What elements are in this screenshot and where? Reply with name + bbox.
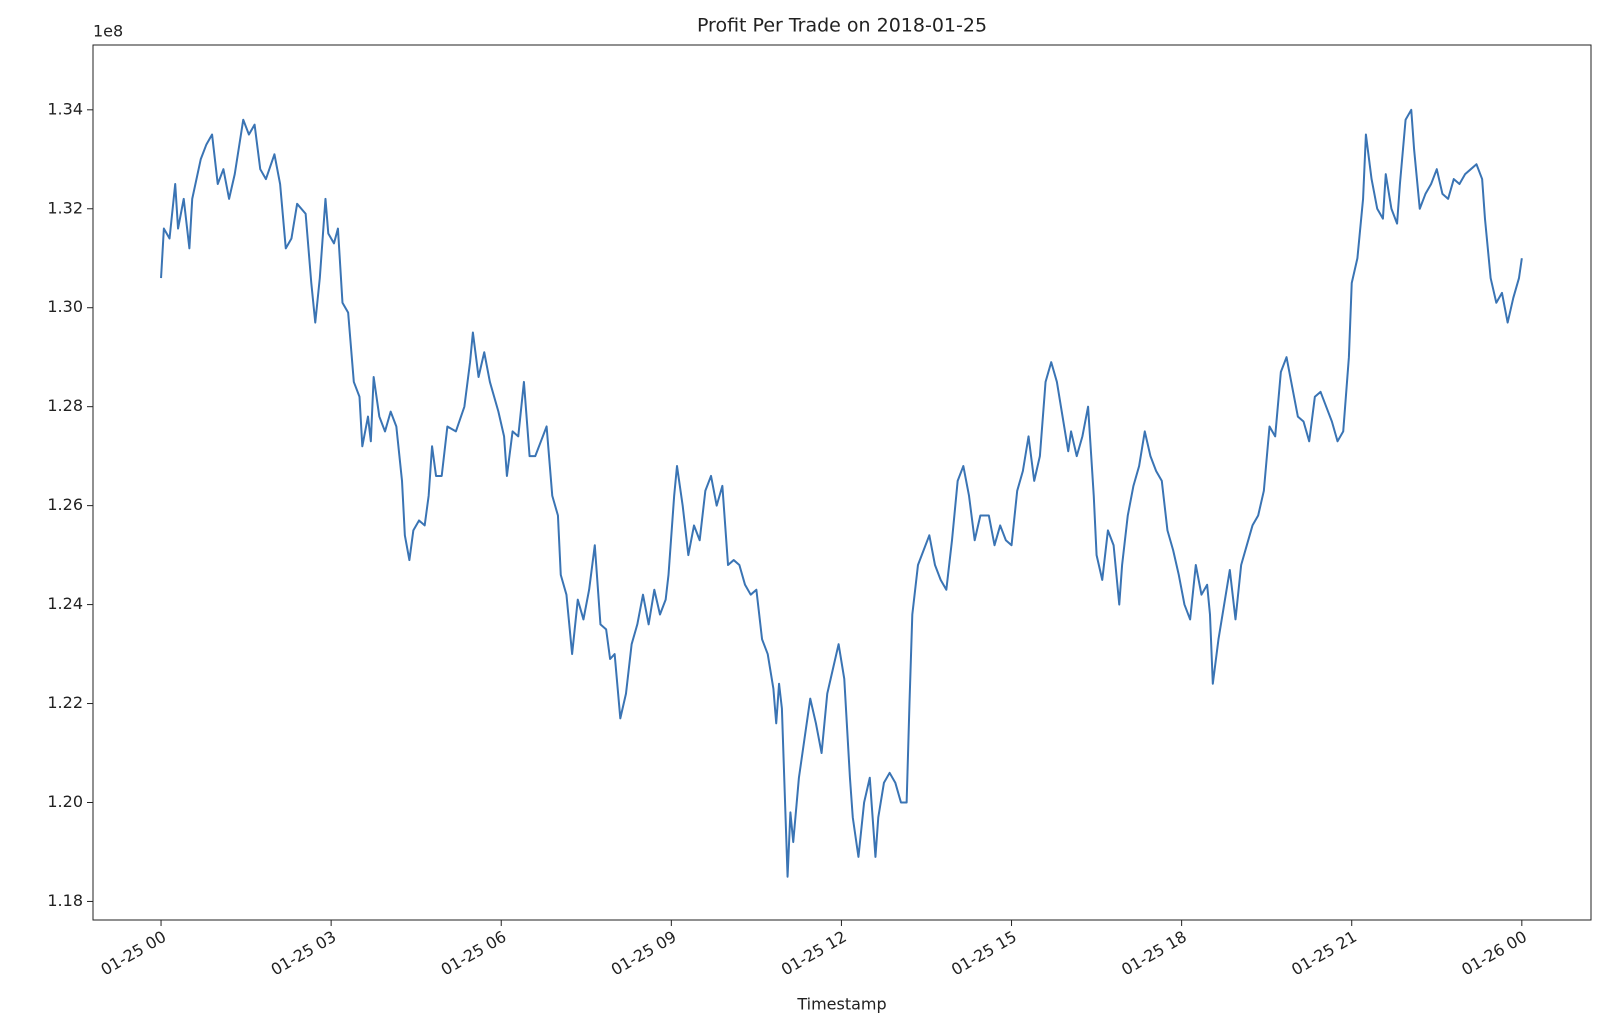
x-tick-label: 01-25 12 bbox=[778, 927, 850, 979]
data-line bbox=[160, 108, 1523, 878]
x-tick-label: 01-25 03 bbox=[268, 927, 340, 979]
y-tick-label: 1.18 bbox=[47, 891, 83, 910]
x-tick-label: 01-26 00 bbox=[1458, 927, 1530, 979]
y-tick-label: 1.26 bbox=[47, 495, 83, 514]
x-tick-label: 01-25 09 bbox=[608, 927, 680, 979]
y-tick-label: 1.22 bbox=[47, 693, 83, 712]
chart-title: Profit Per Trade on 2018-01-25 bbox=[697, 15, 987, 37]
y-tick-label: 1.30 bbox=[47, 297, 83, 316]
plot-frame bbox=[92, 44, 1592, 921]
y-tick-label: 1.24 bbox=[47, 594, 83, 613]
y-tick-label: 1.28 bbox=[47, 396, 83, 415]
offset-label: 1e8 bbox=[93, 22, 123, 41]
x-tick-label: 01-25 15 bbox=[948, 927, 1020, 979]
y-tick-label: 1.34 bbox=[47, 99, 83, 118]
x-tick-label: 01-25 18 bbox=[1118, 927, 1190, 979]
x-tick-label: 01-25 21 bbox=[1288, 927, 1360, 979]
x-axis-label: Timestamp bbox=[796, 995, 886, 1014]
x-tick-label: 01-25 06 bbox=[438, 927, 510, 979]
y-tick-label: 1.20 bbox=[47, 792, 83, 811]
x-tick-label: 01-25 00 bbox=[97, 927, 169, 979]
y-tick-label: 1.32 bbox=[47, 198, 83, 217]
